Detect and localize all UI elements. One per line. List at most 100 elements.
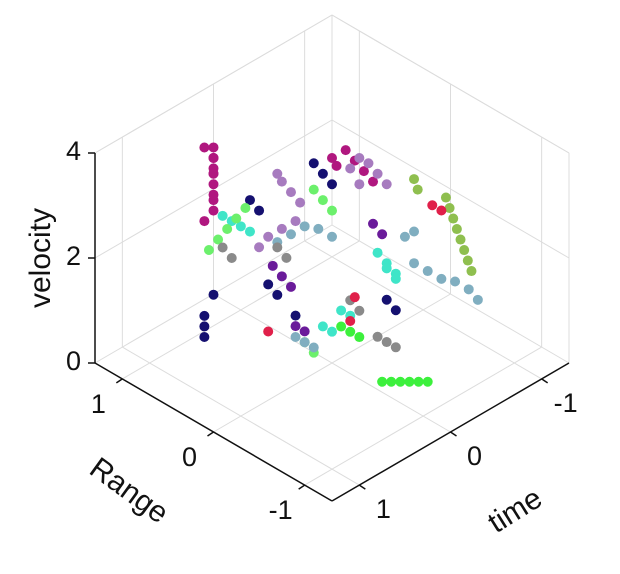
point [409,174,420,185]
grid-line [304,346,542,486]
point [327,179,337,190]
point [213,234,224,245]
z-tick-label: 0 [66,346,81,376]
point [381,179,392,190]
point [290,310,301,321]
point [390,305,401,316]
grid-line [213,293,451,433]
y-tick [207,431,214,437]
point [199,142,210,153]
point [281,252,292,263]
point [313,223,324,234]
point [345,316,356,326]
z-axis-title: velocity [24,208,57,308]
point [208,205,219,216]
point [372,331,383,342]
point [448,213,459,224]
point [240,202,251,213]
point [372,247,383,258]
point [327,205,337,216]
y-tick-label: 0 [182,442,197,472]
point [336,321,347,332]
point [244,226,255,237]
point [267,260,278,271]
point [395,376,406,387]
point [390,342,401,353]
z-tick-label: 2 [66,241,81,271]
y-tick [298,484,306,490]
point [459,245,470,256]
point [436,205,447,216]
point [299,337,310,348]
point [272,242,283,253]
point [217,242,228,253]
point [345,163,356,174]
point [308,342,319,353]
point [217,210,228,221]
point [199,310,210,321]
point [208,142,219,153]
point [317,195,328,206]
point [203,244,214,255]
y-tick-label: 1 [91,389,106,419]
point [462,255,473,266]
point [444,203,455,214]
point [285,229,296,240]
point [472,294,483,305]
point [451,224,462,235]
point [263,231,274,242]
point [208,168,219,179]
x-tick [541,378,549,384]
point [336,305,347,316]
point [226,253,237,263]
point [427,200,438,211]
point [381,263,392,274]
point [263,279,274,290]
point [354,332,365,343]
point [327,231,337,242]
point [235,221,246,232]
point [440,192,451,203]
point [244,195,255,206]
point [222,223,233,234]
point [412,184,423,195]
point [272,289,283,300]
point [231,213,242,224]
point [208,179,219,190]
point [422,266,433,277]
point [372,168,383,179]
x-tick [450,431,457,437]
y-axis-title: Range [83,451,174,530]
point [413,376,424,387]
point [436,273,447,284]
point [381,337,392,348]
x-tick [358,484,366,490]
point [295,197,306,208]
point [345,326,356,337]
point [349,292,360,303]
point [285,281,296,292]
point [409,226,420,237]
point [463,284,474,295]
point [199,321,210,332]
point [285,187,296,198]
point [455,234,466,245]
point [409,258,420,269]
point [208,289,219,300]
y-tick-label: -1 [269,495,293,525]
point [199,216,210,227]
point [422,376,433,387]
point [340,145,351,156]
x-tick-label: 0 [467,441,482,471]
point [327,153,337,164]
point [199,331,210,342]
point [254,205,265,216]
point [327,326,337,337]
point [377,376,388,387]
point [276,271,287,282]
point [368,176,379,187]
point [390,273,401,284]
point [208,189,219,200]
grid-line [331,224,570,364]
